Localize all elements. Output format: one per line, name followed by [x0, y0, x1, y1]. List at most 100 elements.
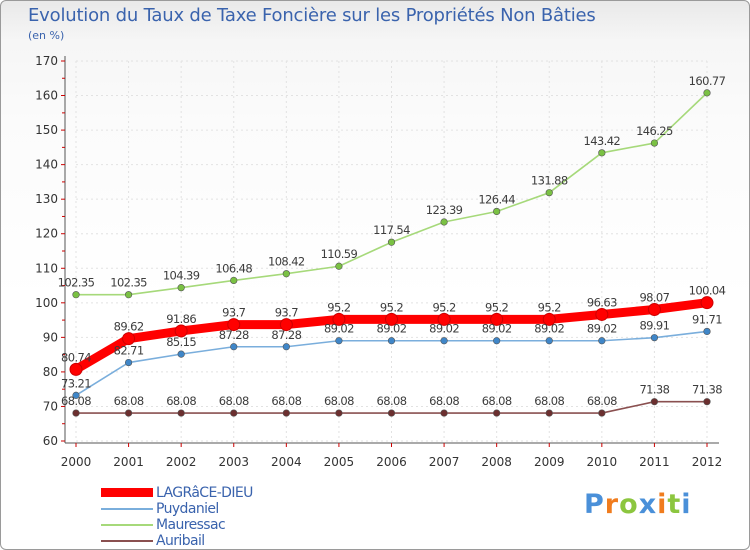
y-tick-label: 120	[35, 227, 58, 241]
legend-label: LAGRâCE-DIEU	[156, 485, 253, 501]
data-label: 87.28	[219, 328, 249, 342]
data-point	[440, 409, 448, 417]
data-label: 68.08	[114, 394, 144, 408]
x-tick-label: 2010	[587, 455, 618, 469]
logo-letter: r	[604, 489, 620, 520]
x-tick-label: 2001	[113, 455, 144, 469]
data-point	[177, 409, 185, 417]
y-tick-label: 110	[35, 261, 58, 275]
data-label: 95.2	[432, 300, 455, 314]
data-point	[440, 218, 448, 226]
data-label: 91.86	[166, 312, 196, 326]
data-point	[387, 337, 396, 345]
data-label: 68.08	[324, 394, 354, 408]
data-point	[230, 409, 238, 417]
chart-title: Evolution du Taux de Taxe Foncière sur l…	[28, 5, 596, 26]
data-point	[385, 312, 398, 326]
data-label: 89.62	[114, 320, 144, 334]
series-line	[75, 92, 708, 296]
data-point	[72, 291, 80, 299]
data-label: 68.08	[482, 394, 512, 408]
data-label: 68.08	[61, 394, 91, 408]
data-point	[230, 343, 238, 351]
data-point	[282, 343, 290, 351]
data-label: 68.08	[166, 394, 196, 408]
proxiti-logo: Proxiti	[584, 489, 692, 520]
data-label: 89.02	[324, 322, 354, 336]
data-point	[598, 149, 606, 157]
data-label: 89.02	[482, 322, 512, 336]
y-tick-label: 100	[35, 296, 58, 310]
data-label: 98.07	[639, 290, 669, 304]
data-label: 117.54	[373, 223, 410, 237]
data-point	[227, 318, 241, 332]
data-label: 131.88	[531, 174, 568, 188]
x-tick-label: 2003	[218, 455, 249, 469]
logo-letter: t	[667, 489, 682, 520]
data-label: 89.02	[377, 322, 407, 336]
data-point	[282, 270, 290, 278]
data-point	[72, 409, 80, 417]
logo-letter: i	[657, 489, 668, 520]
data-label: 89.02	[429, 322, 459, 336]
data-point	[545, 337, 553, 345]
data-label: 71.38	[639, 383, 669, 397]
data-label: 160.77	[689, 74, 726, 88]
data-point	[700, 296, 714, 310]
data-label: 89.02	[534, 322, 564, 336]
legend-label: Auribail	[156, 533, 205, 549]
legend-swatch	[101, 508, 153, 510]
data-point	[647, 302, 661, 316]
x-tick-label: 2008	[481, 455, 512, 469]
data-point	[124, 291, 133, 299]
data-label: 143.42	[584, 134, 621, 148]
x-tick-label: 2006	[376, 455, 407, 469]
x-tick-label: 2004	[271, 455, 302, 469]
data-point	[124, 409, 133, 417]
data-point	[335, 337, 343, 345]
chart-subtitle: (en %)	[28, 29, 65, 42]
data-label: 146.25	[636, 124, 673, 138]
data-label: 68.08	[534, 394, 564, 408]
data-point	[440, 337, 448, 345]
data-label: 100.04	[689, 284, 726, 298]
data-point	[177, 350, 185, 358]
x-tick-label: 2000	[61, 455, 92, 469]
data-point	[124, 358, 133, 367]
x-tick-label: 2011	[639, 455, 670, 469]
legend-label: Mauressac	[156, 517, 226, 533]
legend-label: Puydaniel	[156, 501, 219, 517]
legend-swatch	[101, 524, 153, 526]
x-tick-label: 2009	[534, 455, 565, 469]
data-label: 73.21	[61, 376, 91, 390]
data-label: 71.38	[692, 383, 722, 397]
y-tick-label: 90	[43, 330, 58, 344]
data-label: 68.08	[429, 394, 459, 408]
data-label: 89.02	[587, 322, 617, 336]
data-label: 96.63	[587, 295, 617, 309]
logo-letter: x	[638, 489, 658, 520]
y-tick-label: 130	[35, 192, 58, 206]
y-tick-label: 80	[43, 365, 58, 379]
data-point	[703, 89, 711, 97]
data-point	[650, 334, 659, 342]
x-tick-label: 2002	[166, 455, 197, 469]
data-point	[490, 312, 504, 326]
data-label: 104.39	[163, 269, 200, 283]
data-label: 93.7	[222, 306, 245, 320]
data-point	[493, 337, 501, 345]
x-tick-label: 2012	[692, 455, 723, 469]
legend-swatch	[101, 488, 153, 497]
data-point	[69, 362, 83, 376]
data-label: 95.2	[485, 300, 508, 314]
data-label: 68.08	[377, 394, 407, 408]
data-point	[335, 262, 343, 270]
data-point	[650, 398, 659, 406]
logo-letter: i	[681, 489, 692, 520]
data-label: 95.2	[538, 300, 561, 314]
y-tick-label: 170	[35, 54, 58, 68]
data-label: 102.35	[110, 276, 147, 290]
data-point	[595, 307, 609, 321]
